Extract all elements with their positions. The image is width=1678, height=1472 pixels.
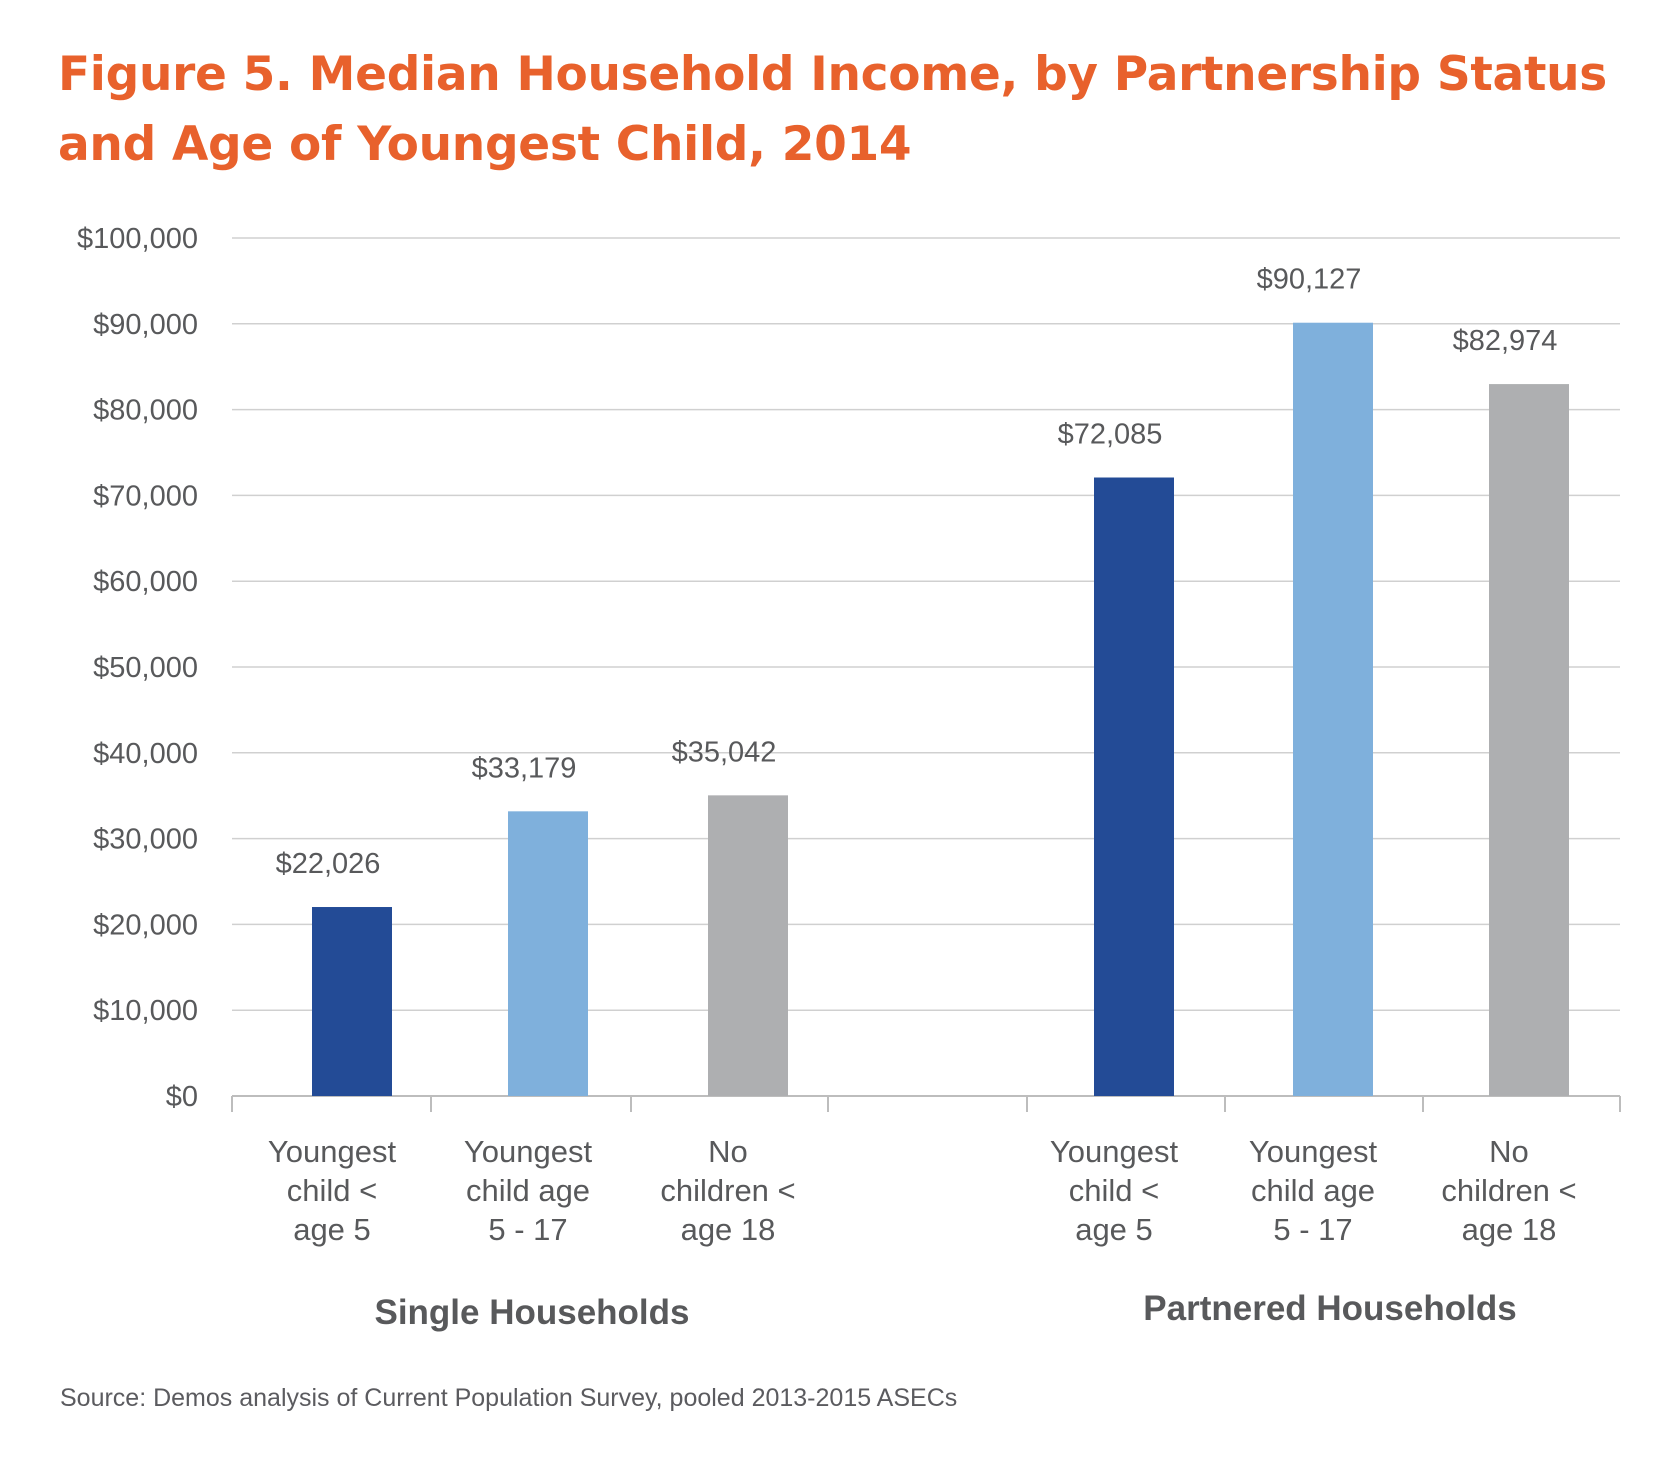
- category-label: child <: [287, 1173, 377, 1208]
- category-label: Youngest: [1050, 1134, 1179, 1169]
- bar-value-label: $82,974: [1453, 325, 1558, 357]
- bar-value-label: $35,042: [672, 736, 777, 768]
- y-tick-label: $100,000: [77, 223, 198, 255]
- category-label: age 18: [1462, 1212, 1557, 1247]
- y-tick-label: $80,000: [93, 395, 198, 427]
- bar-chart: $0 $10,000 $20,000 $30,000 $40,000 $50,000 $60…: [77, 223, 1621, 1332]
- bar-value-label: $72,085: [1058, 419, 1163, 451]
- bar: [708, 795, 788, 1096]
- category-label: child age: [466, 1173, 590, 1208]
- category-label: age 5: [1075, 1212, 1153, 1247]
- category-label: 5 - 17: [1273, 1212, 1352, 1247]
- category-label: children <: [1441, 1173, 1576, 1208]
- bar-value-label: $90,127: [1257, 264, 1362, 296]
- source-note: Source: Demos analysis of Current Popula…: [60, 1384, 958, 1412]
- category-label: Youngest: [268, 1134, 397, 1169]
- category-label: age 5: [293, 1212, 371, 1247]
- category-label: No: [1489, 1134, 1529, 1169]
- chart-title: Figure 5. Median Household Income, by Pa…: [58, 47, 1607, 172]
- y-tick-label: $30,000: [93, 824, 198, 856]
- y-tick-label: $0: [166, 1081, 198, 1113]
- y-tick-label: $60,000: [93, 566, 198, 598]
- category-label: 5 - 17: [488, 1212, 567, 1247]
- bar: [1293, 322, 1373, 1096]
- bar-value-label: $33,179: [472, 752, 577, 784]
- category-label: child <: [1069, 1173, 1159, 1208]
- bar: [1489, 384, 1569, 1096]
- bar: [508, 811, 588, 1096]
- category-label: children <: [660, 1173, 795, 1208]
- category-label: No: [708, 1134, 748, 1169]
- y-tick-label: $50,000: [93, 652, 198, 684]
- y-tick-label: $20,000: [93, 909, 198, 941]
- bar: [312, 907, 392, 1096]
- y-tick-label: $10,000: [93, 995, 198, 1027]
- bar-value-label: $22,026: [276, 848, 381, 880]
- y-tick-label: $40,000: [93, 738, 198, 770]
- category-label: Youngest: [1249, 1134, 1378, 1169]
- category-label: age 18: [681, 1212, 776, 1247]
- y-tick-label: $90,000: [93, 309, 198, 341]
- y-tick-label: $70,000: [93, 480, 198, 512]
- group-label: Partnered Households: [1143, 1289, 1516, 1328]
- category-label: child age: [1251, 1173, 1375, 1208]
- group-label: Single Households: [374, 1293, 689, 1332]
- bar: [1094, 477, 1174, 1096]
- category-label: Youngest: [464, 1134, 593, 1169]
